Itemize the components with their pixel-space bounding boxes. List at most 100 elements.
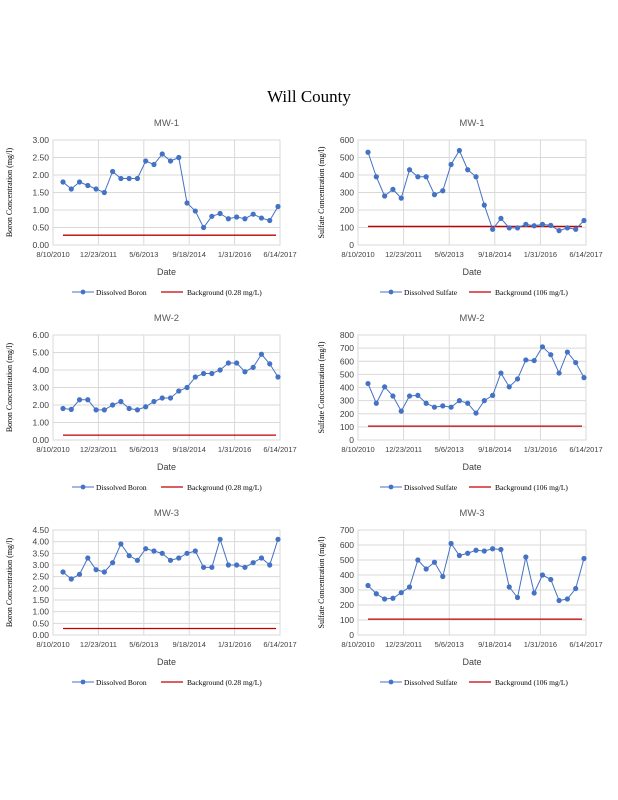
- data-point: [523, 554, 529, 560]
- chart-title: MW-1: [154, 118, 179, 129]
- data-point: [431, 192, 438, 198]
- y-tick-label: 1.00: [32, 418, 49, 428]
- data-point: [159, 151, 165, 157]
- data-point: [134, 407, 141, 413]
- data-point: [523, 221, 529, 227]
- data-point: [76, 397, 83, 403]
- y-tick-label: 800: [340, 330, 354, 340]
- y-tick-label: 400: [340, 570, 354, 580]
- legend-background-label: Background (106 mg/L): [495, 483, 568, 492]
- x-tick-label: 9/18/2014: [173, 445, 206, 454]
- chart-boron-mw2: MW-2 0.00 1.00 2.00 3.00 4.00 5.00 6.00 8/10/201…: [5, 313, 297, 492]
- y-tick-label: 5.00: [32, 348, 49, 358]
- y-tick-label: 1.00: [32, 205, 49, 215]
- data-point: [415, 557, 421, 563]
- x-tick-label: 8/10/2010: [36, 250, 69, 259]
- y-tick-label: 700: [340, 343, 354, 353]
- data-point: [506, 584, 512, 590]
- x-tick-label: 6/14/2017: [569, 445, 602, 454]
- y-tick-label: 0.50: [32, 618, 49, 628]
- chart-title: MW-3: [154, 508, 179, 519]
- data-point: [415, 392, 421, 398]
- data-point: [176, 388, 182, 394]
- x-tick-label: 5/6/2013: [129, 640, 158, 649]
- x-tick-label: 9/18/2014: [478, 250, 511, 259]
- data-point: [250, 364, 256, 370]
- legend-series-label: Dissolved Sulfate: [404, 678, 458, 687]
- y-tick-label: 600: [340, 135, 354, 145]
- data-point: [523, 357, 529, 363]
- y-tick-label: 4.50: [32, 525, 49, 535]
- y-tick-label: 3.00: [32, 383, 49, 393]
- data-point: [151, 161, 157, 168]
- data-point: [76, 571, 83, 577]
- y-tick-label: 400: [340, 383, 354, 393]
- data-point: [440, 573, 446, 580]
- data-point: [415, 174, 421, 180]
- data-point: [581, 555, 587, 562]
- data-point: [275, 536, 281, 542]
- y-axis-label: Boron Concentration (mg/l): [5, 538, 14, 628]
- data-point: [200, 370, 207, 377]
- chart-sulfate-mw2: MW-2 0 100 200 300 400 500 600 700 800 8/10/2010 12…: [317, 313, 603, 492]
- legend-series-marker: [80, 679, 86, 685]
- data-point: [217, 210, 223, 217]
- data-point: [200, 224, 207, 231]
- data-point: [556, 370, 562, 376]
- x-tick-label: 9/18/2014: [173, 640, 206, 649]
- page-title: Will County: [267, 87, 351, 106]
- chart-sulfate-mw3: MW-3 0 100 200 300 400 500 600 700 8/10/2010 12/23…: [317, 508, 603, 687]
- data-point: [390, 186, 396, 192]
- y-tick-label: 400: [340, 170, 354, 180]
- data-point: [398, 195, 404, 201]
- chart-title: MW-2: [459, 313, 484, 324]
- data-point: [217, 367, 223, 373]
- data-point: [564, 349, 570, 355]
- y-tick-label: 300: [340, 396, 354, 406]
- data-point: [68, 576, 74, 582]
- data-point: [151, 398, 157, 405]
- y-axis-label: Boron Concentration (mg/l): [5, 343, 14, 433]
- chart-title: MW-2: [154, 313, 179, 324]
- data-point: [126, 553, 132, 559]
- x-tick-label: 5/6/2013: [129, 250, 158, 259]
- data-point: [456, 147, 462, 154]
- data-point: [456, 398, 462, 404]
- data-point: [275, 203, 281, 210]
- y-tick-label: 0.50: [32, 223, 49, 233]
- data-point: [192, 208, 198, 214]
- legend-series-marker: [388, 679, 394, 685]
- data-point: [398, 590, 404, 596]
- y-tick-label: 3.00: [32, 135, 49, 145]
- y-tick-label: 3.00: [32, 560, 49, 570]
- x-tick-label: 5/6/2013: [129, 445, 158, 454]
- x-axis-label: Date: [462, 657, 481, 667]
- x-axis-label: Date: [157, 462, 176, 472]
- x-tick-label: 8/10/2010: [36, 640, 69, 649]
- y-tick-label: 100: [340, 223, 354, 233]
- data-point: [85, 397, 91, 403]
- y-tick-label: 0.00: [32, 435, 49, 445]
- x-tick-label: 12/23/2011: [385, 640, 422, 649]
- data-point: [490, 392, 496, 398]
- data-point: [200, 564, 207, 570]
- data-point: [531, 223, 537, 229]
- y-tick-label: 500: [340, 153, 354, 163]
- data-point: [539, 572, 546, 578]
- x-tick-label: 1/31/2016: [218, 250, 251, 259]
- data-point: [250, 211, 256, 217]
- data-point: [267, 562, 273, 568]
- y-axis-label: Sulfate Concentration (mg/l): [317, 536, 326, 628]
- data-point: [68, 186, 74, 192]
- y-tick-label: 300: [340, 188, 354, 198]
- series-line: [62, 353, 279, 411]
- data-point: [498, 370, 504, 376]
- data-point: [431, 404, 438, 410]
- y-tick-label: 600: [340, 356, 354, 366]
- data-point: [423, 566, 429, 572]
- data-point: [242, 216, 248, 222]
- y-tick-label: 0: [349, 435, 354, 445]
- data-point: [68, 406, 74, 412]
- data-point: [440, 188, 446, 194]
- y-tick-label: 0: [349, 630, 354, 640]
